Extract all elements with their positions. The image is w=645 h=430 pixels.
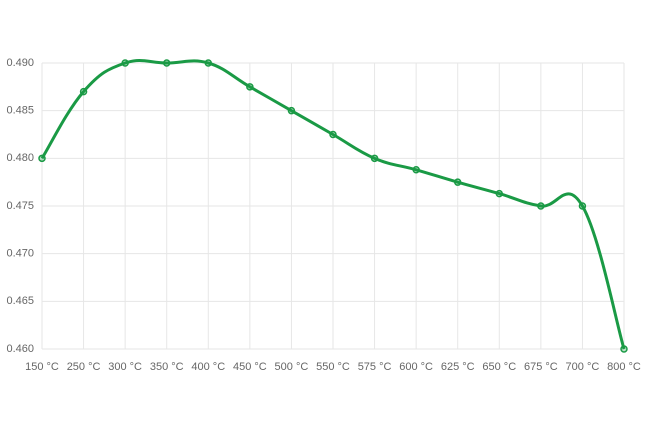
data-point — [620, 345, 628, 353]
x-tick-label: 150 °C — [25, 361, 59, 373]
data-line — [40, 58, 626, 350]
x-tick-label: 700 °C — [566, 361, 600, 373]
x-tick-label: 800 °C — [607, 361, 641, 373]
x-tick-label: 600 °C — [399, 361, 433, 373]
data-point — [204, 59, 213, 67]
data-point — [495, 189, 504, 198]
data-point — [162, 59, 171, 67]
x-tick-label: 575 °C — [358, 361, 392, 373]
data-point — [329, 130, 337, 139]
data-point — [412, 166, 420, 174]
x-tick-label: 650 °C — [482, 361, 516, 373]
x-tick-label: 450 °C — [233, 361, 267, 373]
y-tick-label: 0.465 — [6, 295, 34, 307]
data-point — [537, 202, 545, 210]
x-tick-label: 675 °C — [524, 361, 558, 373]
data-point — [79, 87, 88, 96]
x-tick-label: 500 °C — [275, 361, 309, 373]
y-tick-label: 0.490 — [6, 57, 34, 69]
data-point — [370, 154, 379, 163]
x-tick-label: 350 °C — [150, 361, 184, 373]
data-point — [578, 202, 587, 210]
x-tick-label: 400 °C — [191, 361, 225, 373]
y-tick-label: 0.470 — [6, 248, 34, 260]
data-point — [453, 178, 462, 186]
x-tick-label: 550 °C — [316, 361, 350, 373]
x-tick-label: 625 °C — [441, 361, 475, 373]
y-tick-label: 0.485 — [6, 105, 34, 117]
data-point — [246, 83, 254, 91]
y-tick-label: 0.480 — [6, 152, 34, 164]
data-point — [121, 59, 129, 67]
x-tick-label: 250 °C — [67, 361, 101, 373]
y-tick-label: 0.475 — [6, 200, 34, 212]
data-point — [287, 106, 296, 115]
data-point — [38, 154, 46, 163]
y-tick-label: 0.460 — [6, 343, 34, 355]
x-tick-label: 300 °C — [108, 361, 142, 373]
